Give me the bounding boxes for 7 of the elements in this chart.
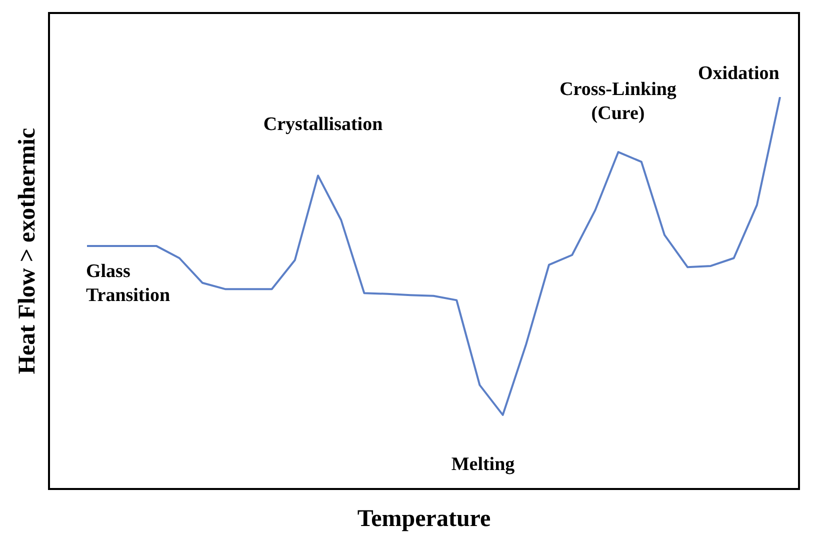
annotation: Melting bbox=[450, 453, 516, 477]
annotation: Cross-Linking (Cure) bbox=[558, 78, 678, 126]
x-axis-title: Temperature bbox=[356, 506, 492, 533]
annotation: Glass Transition bbox=[86, 260, 172, 308]
text: Oxidation bbox=[698, 62, 780, 86]
y-axis-title: Heat Flow > exothermic bbox=[14, 128, 42, 374]
annotation: Crystallisation bbox=[262, 113, 384, 137]
